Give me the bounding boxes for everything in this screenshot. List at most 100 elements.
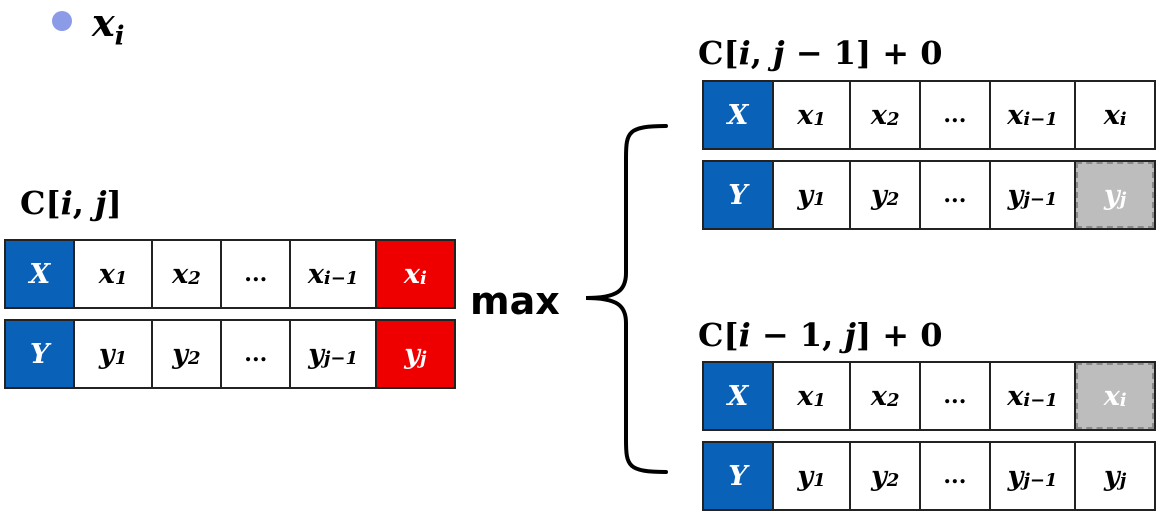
sequence-cell: x i−1 [991,363,1077,429]
cell-symbol: y [308,338,324,370]
bullet-dot [52,11,72,31]
cell-symbol: y [1104,460,1120,492]
cell-subscript: 2 [886,188,900,210]
sequence-cell: ... [921,363,991,429]
sequence-label-y: Y [6,321,76,387]
case-heading: xi [92,0,125,52]
cell-subscript: 1 [114,267,128,289]
cell-symbol: y [1007,460,1024,492]
left-table-title: C[i, j] [20,184,122,222]
sequence-cell: y j−1 [291,321,377,387]
cell-symbol: x [172,258,189,290]
cell-symbol: x [403,258,420,290]
cell-symbol: y [404,338,420,370]
sequence-label-y: Y [704,162,774,228]
sequence-label-x: X [704,363,774,429]
cell-subscript: 2 [187,347,201,369]
cell-symbol: x [797,99,814,131]
cell-symbol: y [797,179,814,211]
cell-subscript: 2 [886,469,900,491]
sequence-cell: ... [222,321,292,387]
cell-symbol: x [1103,380,1120,412]
sequence-cell: ... [921,443,991,509]
cell-subscript: j [419,347,427,369]
cell-subscript: i [420,267,427,289]
cell-symbol: y [871,460,887,492]
cell-symbol: x [870,380,887,412]
cell-subscript: i−1 [1023,108,1058,130]
cell-subscript: j [1119,469,1127,491]
cell-symbol: x [98,258,115,290]
cell-symbol: x [797,380,814,412]
cell-subscript: 1 [114,347,128,369]
sequence-cell: ... [921,162,991,228]
sequence-cell: x i−1 [291,241,377,307]
cell-subscript: j [1119,188,1127,210]
cell-subscript: 2 [188,267,201,289]
cell-symbol: ... [943,102,967,128]
sequence-label-y: Y [704,443,774,509]
cell-subscript: i [1119,108,1127,130]
cell-subscript: i−1 [1023,389,1058,411]
cell-subscript: i−1 [323,267,359,289]
cell-symbol: ... [244,261,268,287]
sequence-cell: ... [222,241,292,307]
top-right-table-title: C[i, j − 1] + 0 [698,34,943,72]
curly-brace [585,124,668,474]
cell-subscript: j−1 [323,347,359,369]
sequence-cell: y j−1 [991,162,1077,228]
sequence-cell: y j−1 [991,443,1077,509]
cell-symbol: ... [244,341,268,367]
cell-symbol: ... [943,383,967,409]
cell-subscript: j−1 [1023,469,1058,491]
sequence-label-x: X [6,241,76,307]
cell-symbol: y [172,338,188,370]
cell-symbol: ... [943,463,967,489]
cell-symbol: x [1007,99,1024,131]
sequence-cell: x i−1 [991,82,1077,148]
cell-subscript: 1 [813,108,826,130]
sequence-label-x: X [704,82,774,148]
cell-symbol: y [871,179,887,211]
cell-symbol: y [797,460,814,492]
cell-subscript: j−1 [1023,188,1058,210]
cell-symbol: ... [943,182,967,208]
cell-symbol: x [870,99,887,131]
cell-symbol: y [1007,179,1024,211]
sequence-cell: ... [921,82,991,148]
cell-subscript: 1 [813,188,826,210]
cell-subscript: 2 [886,389,900,411]
cell-symbol: y [98,338,115,370]
cell-symbol: x [307,258,324,290]
max-operator-label: max [470,279,560,323]
cell-symbol: x [1103,99,1120,131]
cell-subscript: 2 [886,108,900,130]
